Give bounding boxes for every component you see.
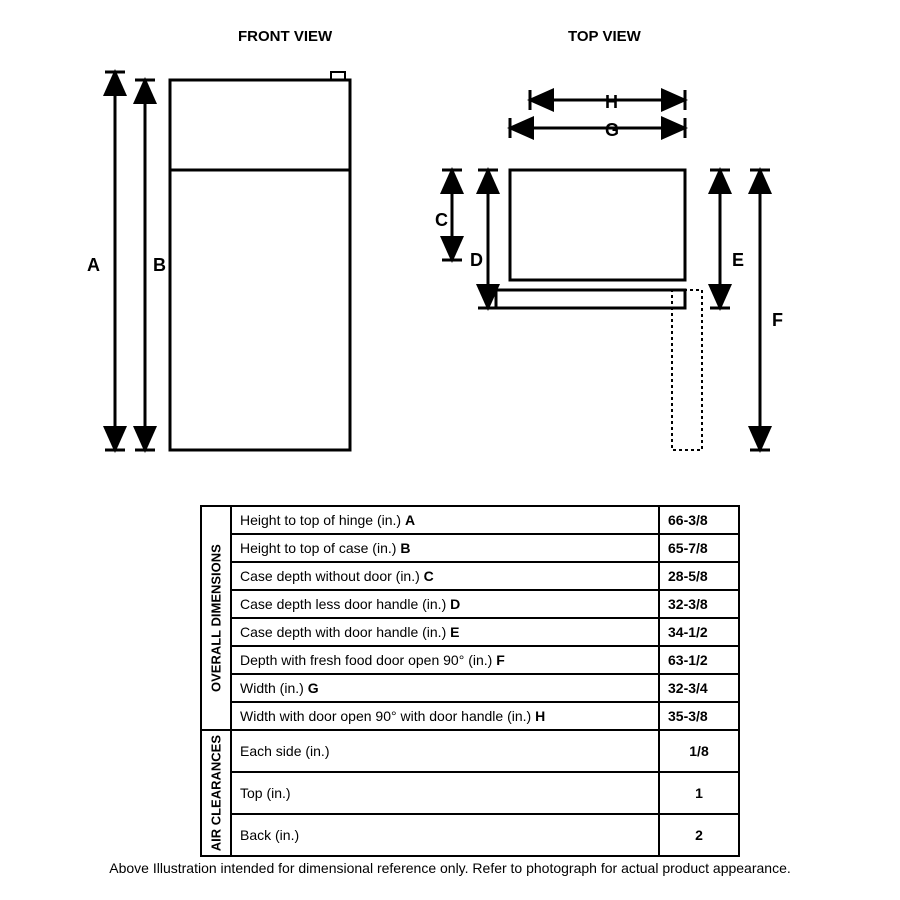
table-row: Width with door open 90° with door handl… <box>201 702 739 730</box>
dim-label-E: E <box>732 250 744 271</box>
dimension-value: 28-5/8 <box>659 562 739 590</box>
dimension-value: 1 <box>659 772 739 814</box>
table-row: Width (in.) G32-3/4 <box>201 674 739 702</box>
table-row: Case depth less door handle (in.) D32-3/… <box>201 590 739 618</box>
dimension-label: Top (in.) <box>231 772 659 814</box>
dimension-value: 65-7/8 <box>659 534 739 562</box>
table-row: OVERALL DIMENSIONSHeight to top of hinge… <box>201 506 739 534</box>
footnote: Above Illustration intended for dimensio… <box>0 860 900 876</box>
dim-label-H: H <box>605 92 618 113</box>
dimension-label: Back (in.) <box>231 814 659 856</box>
dimensions-table: OVERALL DIMENSIONSHeight to top of hinge… <box>200 505 740 857</box>
dimension-value: 66-3/8 <box>659 506 739 534</box>
dimension-label: Width with door open 90° with door handl… <box>231 702 659 730</box>
dimension-label: Depth with fresh food door open 90° (in.… <box>231 646 659 674</box>
table-row: Depth with fresh food door open 90° (in.… <box>201 646 739 674</box>
dimension-value: 32-3/4 <box>659 674 739 702</box>
dimension-value: 63-1/2 <box>659 646 739 674</box>
dimension-label: Height to top of case (in.) B <box>231 534 659 562</box>
table-row: Case depth with door handle (in.) E34-1/… <box>201 618 739 646</box>
dimension-value: 2 <box>659 814 739 856</box>
dim-label-G: G <box>605 120 619 141</box>
dim-label-B: B <box>153 255 166 276</box>
dim-label-D: D <box>470 250 483 271</box>
dimension-label: Case depth less door handle (in.) D <box>231 590 659 618</box>
table-row: AIR CLEARANCESEach side (in.)1/8 <box>201 730 739 772</box>
table-row: Height to top of case (in.) B65-7/8 <box>201 534 739 562</box>
table-row: Back (in.)2 <box>201 814 739 856</box>
dimension-value: 32-3/8 <box>659 590 739 618</box>
table-row: Top (in.)1 <box>201 772 739 814</box>
dimension-label: Height to top of hinge (in.) A <box>231 506 659 534</box>
dimension-diagram <box>0 0 900 500</box>
dim-label-C: C <box>435 210 448 231</box>
dimension-value: 34-1/2 <box>659 618 739 646</box>
dimension-value: 1/8 <box>659 730 739 772</box>
dimension-label: Case depth without door (in.) C <box>231 562 659 590</box>
dimension-value: 35-3/8 <box>659 702 739 730</box>
dimension-label: Width (in.) G <box>231 674 659 702</box>
dim-label-F: F <box>772 310 783 331</box>
dim-label-A: A <box>87 255 100 276</box>
dimension-label: Each side (in.) <box>231 730 659 772</box>
section-header: OVERALL DIMENSIONS <box>201 506 231 730</box>
table-row: Case depth without door (in.) C28-5/8 <box>201 562 739 590</box>
dimension-label: Case depth with door handle (in.) E <box>231 618 659 646</box>
section-header: AIR CLEARANCES <box>201 730 231 856</box>
